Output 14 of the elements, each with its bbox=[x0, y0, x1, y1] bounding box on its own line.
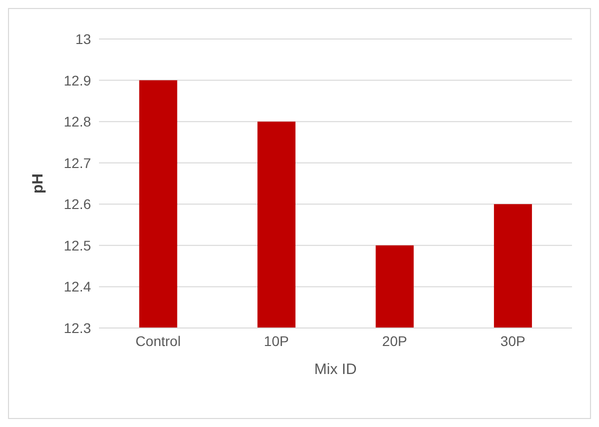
x-tick-label: 10P bbox=[264, 332, 289, 349]
y-tick-label: 12.9 bbox=[64, 72, 92, 88]
y-tick-label: 12.8 bbox=[64, 114, 92, 130]
y-tick-label: 12.3 bbox=[64, 320, 92, 336]
y-tick-label: 13 bbox=[75, 30, 92, 47]
x-tick-label: 20P bbox=[382, 332, 408, 349]
x-axis-title: Mix ID bbox=[314, 361, 357, 378]
y-axis-title: pH bbox=[29, 174, 46, 194]
y-tick-label: 12.7 bbox=[64, 154, 92, 171]
y-tick-label: 12.5 bbox=[64, 237, 92, 254]
y-tick-label: 12.4 bbox=[64, 278, 92, 295]
x-tick-label: Control bbox=[136, 332, 181, 349]
y-tick-label: 12.6 bbox=[64, 196, 92, 212]
x-tick-label: 30P bbox=[500, 332, 526, 349]
